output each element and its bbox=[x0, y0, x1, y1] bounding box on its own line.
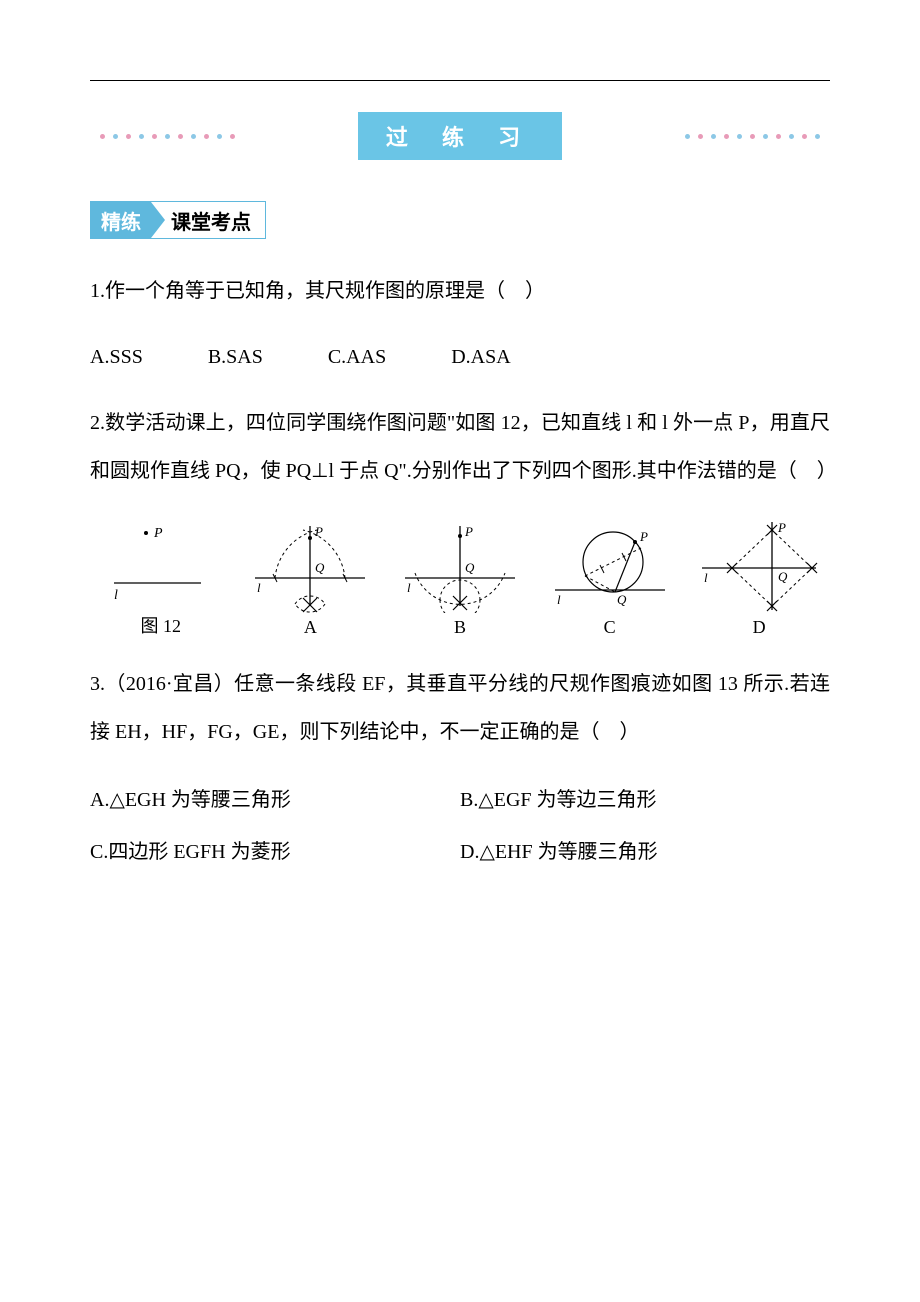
label-p: P bbox=[777, 520, 786, 535]
page-header-rule bbox=[90, 80, 830, 81]
q1-options: A.SSS B.SAS C.AAS D.ASA bbox=[90, 333, 830, 381]
dot bbox=[191, 134, 196, 139]
tag-arrow-icon bbox=[151, 202, 165, 238]
fig-12: P l 图 12 bbox=[90, 513, 232, 638]
fig-a-caption: A bbox=[304, 617, 317, 638]
q1-opt-d: D.ASA bbox=[451, 333, 510, 381]
tag-blue-label: 精练 bbox=[91, 202, 151, 238]
q3-opt-b: B.△EGF 为等边三角形 bbox=[460, 774, 830, 826]
label-l: l bbox=[704, 570, 708, 585]
dot bbox=[776, 134, 781, 139]
dots-left bbox=[100, 134, 235, 139]
dots-right bbox=[685, 134, 820, 139]
label-p: P bbox=[639, 529, 648, 544]
label-l: l bbox=[114, 588, 118, 603]
fig-c-caption: C bbox=[604, 617, 616, 638]
q1-stem: 1.作一个角等于已知角，其尺规作图的原理是（ ） bbox=[90, 267, 830, 315]
fig-d-caption: D bbox=[753, 617, 766, 638]
dot bbox=[100, 134, 105, 139]
dot bbox=[139, 134, 144, 139]
q1-opt-b: B.SAS bbox=[208, 333, 263, 381]
dot bbox=[113, 134, 118, 139]
q1-opt-c: C.AAS bbox=[328, 333, 386, 381]
dot bbox=[763, 134, 768, 139]
label-q: Q bbox=[315, 560, 325, 575]
q2-stem: 2.数学活动课上，四位同学围绕作图问题"如图 12，已知直线 l 和 l 外一点… bbox=[90, 399, 830, 495]
dot bbox=[789, 134, 794, 139]
q3-opt-c: C.四边形 EGFH 为菱形 bbox=[90, 826, 460, 878]
q3-opt-a: A.△EGH 为等腰三角形 bbox=[90, 774, 460, 826]
dot bbox=[698, 134, 703, 139]
label-q: Q bbox=[465, 560, 475, 575]
section-tag: 精练 课堂考点 bbox=[90, 201, 266, 239]
fig-d: l P Q D bbox=[688, 518, 830, 638]
dot bbox=[750, 134, 755, 139]
q3-stem: 3.（2016·宜昌）任意一条线段 EF，其垂直平分线的尺规作图痕迹如图 13 … bbox=[90, 660, 830, 756]
dot bbox=[178, 134, 183, 139]
label-q: Q bbox=[778, 569, 788, 584]
dot bbox=[204, 134, 209, 139]
label-l: l bbox=[407, 580, 411, 595]
label-q: Q bbox=[617, 592, 627, 607]
label-p: P bbox=[153, 526, 163, 541]
dot bbox=[217, 134, 222, 139]
dot bbox=[126, 134, 131, 139]
q1-opt-a: A.SSS bbox=[90, 333, 143, 381]
label-l: l bbox=[557, 592, 561, 607]
dot bbox=[737, 134, 742, 139]
banner-label: 过 练 习 bbox=[358, 112, 562, 160]
dot bbox=[685, 134, 690, 139]
fig-12-caption: 图 12 bbox=[141, 612, 182, 638]
dot bbox=[815, 134, 820, 139]
q2-figures: P l 图 12 l P Q A bbox=[90, 513, 830, 638]
banner: 过 练 习 bbox=[90, 111, 830, 161]
q3-opt-d: D.△EHF 为等腰三角形 bbox=[460, 826, 830, 878]
fig-a: l P Q A bbox=[240, 518, 382, 638]
label-l: l bbox=[257, 580, 261, 595]
fig-b-caption: B bbox=[454, 617, 466, 638]
fig-c: l P Q C bbox=[539, 518, 681, 638]
label-p: P bbox=[464, 524, 473, 539]
dot bbox=[802, 134, 807, 139]
dot bbox=[724, 134, 729, 139]
tag-white-label: 课堂考点 bbox=[165, 202, 265, 238]
fig-b: l P Q B bbox=[389, 518, 531, 638]
dot bbox=[152, 134, 157, 139]
dot bbox=[711, 134, 716, 139]
q3-options: A.△EGH 为等腰三角形 B.△EGF 为等边三角形 C.四边形 EGFH 为… bbox=[90, 774, 830, 878]
dot bbox=[230, 134, 235, 139]
dot bbox=[165, 134, 170, 139]
